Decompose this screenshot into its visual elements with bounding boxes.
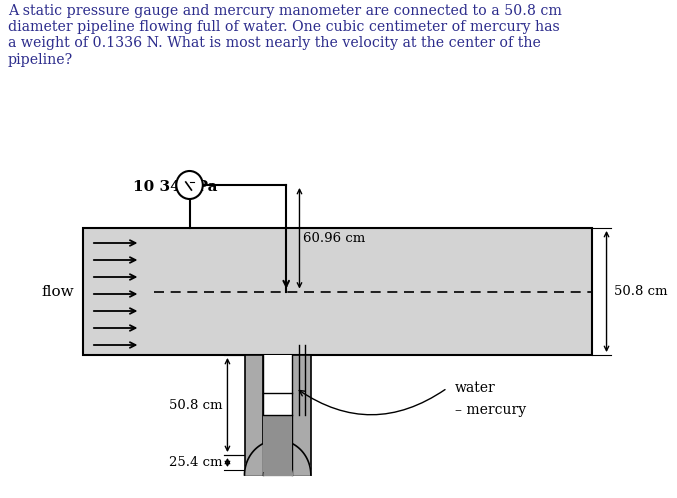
Text: 50.8 cm: 50.8 cm [169,398,223,411]
Bar [263,415,292,472]
Bar [244,355,263,475]
Bar [83,228,592,355]
Text: 10 342 Pa: 10 342 Pa [133,180,217,194]
Text: flow: flow [41,284,74,298]
Polygon shape [244,440,311,475]
Text: water: water [455,381,496,395]
Text: – mercury: – mercury [455,403,526,417]
Text: A static pressure gauge and mercury manometer are connected to a 50.8 cm
diamete: A static pressure gauge and mercury mano… [7,4,561,67]
Bar [292,355,311,475]
Text: 50.8 cm: 50.8 cm [614,285,668,298]
Text: 25.4 cm: 25.4 cm [169,456,223,469]
Text: 60.96 cm: 60.96 cm [303,232,366,245]
Bar [263,355,292,473]
Circle shape [176,171,203,199]
